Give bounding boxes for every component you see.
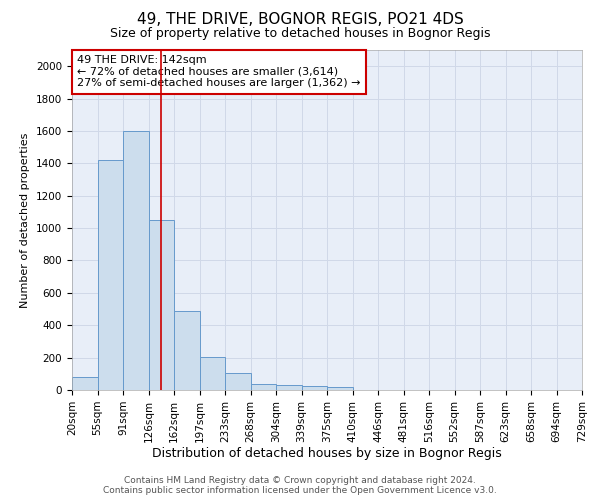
Bar	[251, 384, 276, 390]
Bar	[123, 131, 149, 390]
Text: 49, THE DRIVE, BOGNOR REGIS, PO21 4DS: 49, THE DRIVE, BOGNOR REGIS, PO21 4DS	[137, 12, 463, 28]
Bar	[225, 372, 251, 390]
Bar	[199, 357, 225, 390]
Bar	[276, 386, 302, 390]
Text: Size of property relative to detached houses in Bognor Regis: Size of property relative to detached ho…	[110, 28, 490, 40]
X-axis label: Distribution of detached houses by size in Bognor Regis: Distribution of detached houses by size …	[152, 448, 502, 460]
Bar	[149, 220, 174, 390]
Bar	[327, 387, 353, 390]
Bar	[302, 386, 327, 390]
Bar	[97, 160, 123, 390]
Bar	[174, 310, 199, 390]
Text: 49 THE DRIVE: 142sqm
← 72% of detached houses are smaller (3,614)
27% of semi-de: 49 THE DRIVE: 142sqm ← 72% of detached h…	[77, 55, 361, 88]
Text: Contains HM Land Registry data © Crown copyright and database right 2024.
Contai: Contains HM Land Registry data © Crown c…	[103, 476, 497, 495]
Bar	[72, 377, 97, 390]
Y-axis label: Number of detached properties: Number of detached properties	[20, 132, 31, 308]
